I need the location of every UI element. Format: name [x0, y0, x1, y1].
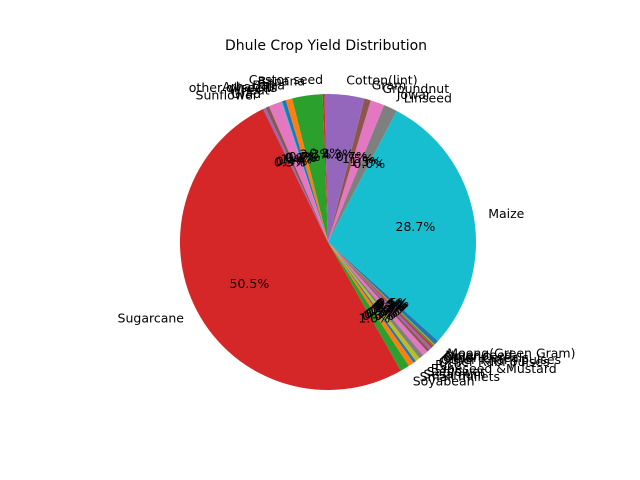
category-label-other-rabi-pulses: Other Rabi pulses	[439, 354, 550, 369]
percent-label-soyabean: 1.0%	[358, 310, 390, 325]
category-label-rice: Rice	[435, 357, 462, 372]
category-label-urad: Urad	[231, 86, 261, 101]
category-label-soyabean: Soyabean	[413, 374, 475, 389]
category-label-linseed: Linseed	[404, 90, 452, 105]
pie-slice-other-rabi-pulses	[328, 242, 430, 352]
category-label-rapeseed-mustard: Rapeseed &Mustard	[431, 361, 557, 376]
pie-slice-bajra	[285, 98, 328, 242]
category-label-castor-seed: Castor seed	[249, 72, 323, 87]
pie-slice-moong-green-gram	[328, 242, 439, 345]
percent-label-cotton-lint: 4.3%	[322, 146, 354, 161]
pie-slice-castor-seed	[322, 94, 328, 242]
category-label-cotton-lint: Cotton(lint)	[346, 73, 417, 88]
pie-slice-niger-seed	[328, 242, 435, 346]
category-label-wheat: Wheat	[229, 83, 270, 98]
percent-label-other-oilseeds: 0.1%	[284, 150, 316, 165]
category-label-other-kharif-pulses: Other Kharif pulses	[441, 352, 561, 367]
percent-label-other-kharif-pulses: 0.3%	[374, 299, 406, 314]
percent-label-sunflower: 0.3%	[274, 154, 306, 169]
category-label-sunflower: Sunflower	[196, 88, 259, 103]
category-label-arhar-tur: Arhar/Tur	[222, 79, 280, 94]
percent-label-groundnut: 1.5%	[342, 151, 374, 166]
pie-slice-wheat	[268, 101, 328, 242]
pie-slice-other-oilseeds	[281, 101, 328, 242]
percent-label-gram: 0.7%	[336, 149, 368, 164]
percent-label-urad: 0.4%	[276, 154, 308, 169]
pie-slice-other-kharif-pulses	[328, 242, 432, 350]
category-label-groundnut: Groundnut	[382, 81, 449, 96]
percent-label-sesamum: 0.3%	[364, 307, 396, 322]
category-label-onion: Onion	[444, 349, 481, 364]
percent-labels: 0.0%1.5%1.5%0.7%4.3%0.2%3.3%0.7%0.4%0.1%…	[230, 146, 436, 326]
category-label-safflower: Safflower	[427, 364, 486, 379]
pie-slice-onion	[328, 242, 435, 347]
pie-slice-jowar	[328, 105, 397, 243]
percent-label-arhar-tur: 0.4%	[286, 150, 318, 165]
percent-label-moong-green-gram: 0.5%	[377, 295, 409, 310]
category-label-jowar: Jowar	[396, 87, 432, 102]
pie-slice-sesamum	[328, 242, 416, 363]
percent-label-safflower: 0.5%	[366, 305, 398, 320]
percent-label-small-millets: 0.6%	[362, 308, 394, 323]
percent-label-rice: 0.6%	[371, 301, 403, 316]
category-label-other-oilseeds: other oilseeds	[189, 80, 277, 95]
category-label-moong-green-gram: Moong(Green Gram)	[447, 345, 575, 360]
percent-label-wheat: 1.4%	[280, 152, 312, 167]
percent-label-onion: 0.2%	[375, 297, 407, 312]
category-label-other-cereals: Other Cereals	[443, 350, 529, 365]
category-label-maize: Maize	[488, 206, 524, 221]
category-label-banana: Banana	[258, 73, 305, 88]
pie-slice-maize	[328, 110, 477, 341]
pie-slice-rice	[328, 242, 428, 356]
category-label-sesamum: Sesamum	[423, 366, 485, 381]
pie-slice-arhar-tur	[282, 100, 328, 243]
pie-slice-other-cereals	[328, 242, 433, 348]
category-label-sugarcane: Sugarcane	[118, 310, 185, 325]
pie-slice-cotton-lint	[324, 93, 365, 242]
category-label-bajra: Bajra	[252, 78, 285, 93]
pie-slice-rapeseed-mustard	[328, 242, 424, 359]
percent-label-castor-seed: 0.2%	[309, 146, 341, 161]
percent-label-linseed: 0.0%	[353, 156, 385, 171]
pie-slice-small-millets	[328, 242, 414, 366]
chart-title: Dhule Crop Yield Distribution	[225, 38, 427, 54]
pie-slice-sugarcane	[179, 109, 401, 391]
percent-label-bajra: 0.7%	[289, 149, 321, 164]
percent-label-other-cereals: 0.2%	[375, 298, 407, 313]
percent-label-jowar: 1.5%	[350, 154, 382, 169]
pie-slice-soyabean	[328, 242, 409, 371]
category-label-niger-seed: Niger seed	[445, 348, 512, 363]
pie-slice-banana	[292, 94, 328, 242]
pie-slice-safflower	[328, 242, 420, 362]
percent-label-other-rabi-pulses: 0.3%	[372, 300, 404, 315]
percent-label-banana: 3.3%	[300, 147, 332, 162]
percent-label-rapeseed-mustard: 0.5%	[368, 303, 400, 318]
percent-label-sugarcane: 50.5%	[230, 276, 270, 291]
pie-slice-groundnut	[328, 100, 385, 242]
pie-slice-gram	[328, 98, 371, 242]
category-label-small-millets: Small millets	[420, 369, 500, 384]
percent-label-niger-seed: 0.1%	[376, 296, 408, 311]
category-label-gram: Gram	[372, 78, 407, 93]
pie-slice-urad	[265, 106, 328, 242]
pie-slice-sunflower	[262, 107, 328, 242]
pie-slices	[179, 93, 477, 391]
percent-label-maize: 28.7%	[396, 219, 436, 234]
